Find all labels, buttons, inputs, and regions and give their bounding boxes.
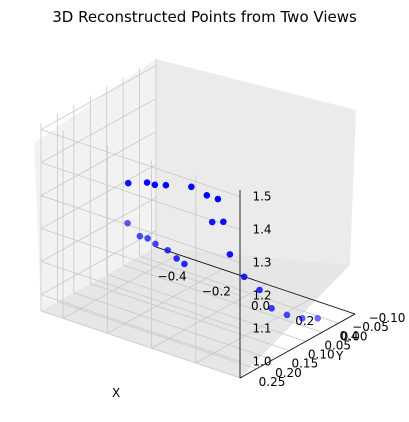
data-point [240, 273, 248, 281]
data-point [144, 235, 151, 242]
data-point [124, 179, 132, 187]
y-axis-label: Y [335, 349, 344, 363]
data-point [143, 179, 151, 186]
axis-line [155, 246, 356, 315]
tick-label: 0.05 [324, 338, 351, 352]
data-point [124, 219, 131, 227]
grid-line [40, 65, 157, 130]
grid-line [40, 310, 241, 379]
tick-label: −0.2 [202, 284, 231, 298]
grid-line [40, 98, 157, 163]
data-point [152, 240, 159, 248]
grid-line [40, 164, 157, 229]
data-point [181, 260, 188, 268]
grid-line [106, 274, 306, 342]
grid-line [62, 254, 179, 319]
data-point [173, 255, 180, 262]
grid-line [151, 283, 267, 349]
tick-label: 1.1 [252, 322, 271, 336]
tick-label: 0.25 [259, 375, 286, 389]
data-point [162, 181, 170, 189]
data-point [208, 218, 216, 226]
tick-label: 1.3 [252, 256, 271, 270]
data-point [214, 195, 222, 203]
data-points [124, 179, 321, 322]
grid-line [57, 301, 257, 370]
back-pane [156, 59, 356, 265]
tick-label: 0.20 [275, 366, 302, 380]
tick-label: 0.00 [341, 329, 368, 343]
axis-line [239, 313, 356, 379]
grid-line [40, 131, 157, 196]
x-axis-label: X [112, 386, 120, 400]
tick-label: 1.4 [252, 223, 271, 237]
tick-label: −0.10 [369, 311, 406, 325]
data-point [226, 251, 234, 258]
chart-title: 3D Reconstructed Points from Two Views [52, 8, 357, 26]
data-point [151, 181, 159, 189]
tick-label: 0.15 [291, 357, 318, 371]
tick-label: 1.5 [252, 190, 271, 204]
tick-labels: −0.4−0.20.00.20.4−0.10−0.050.000.050.100… [158, 190, 406, 389]
tick-label: −0.4 [158, 269, 187, 283]
grid-line [123, 264, 323, 333]
grid-line [107, 268, 223, 334]
tick-label: 1.0 [252, 355, 271, 369]
data-point [203, 192, 211, 199]
grid-line [195, 298, 311, 364]
data-point [299, 314, 306, 322]
data-point [188, 183, 195, 191]
data-point [220, 218, 227, 226]
tick-label: −0.05 [352, 320, 389, 334]
tick-label: 0.10 [308, 348, 335, 362]
tick-label: 0.0 [251, 299, 270, 313]
data-point [314, 315, 321, 322]
data-point [136, 232, 144, 240]
tick-label: 0.4 [339, 329, 358, 343]
grid-line [40, 294, 241, 362]
data-point [283, 311, 291, 319]
grid-line [40, 197, 157, 262]
data-point [164, 246, 171, 254]
data-point [268, 305, 275, 312]
grid-line [40, 230, 157, 295]
grid-line [139, 255, 339, 324]
grid-line [90, 283, 290, 351]
data-point [256, 286, 263, 294]
grid-lines [40, 59, 356, 379]
